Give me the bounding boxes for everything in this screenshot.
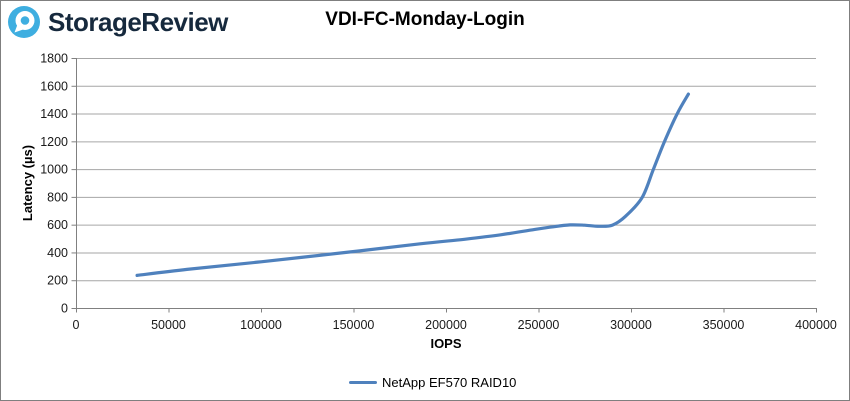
legend-line-swatch xyxy=(349,380,377,385)
legend: NetApp EF570 RAID10 xyxy=(349,375,516,390)
storagereview-logo: StorageReview xyxy=(7,5,228,39)
y-axis-title: Latency (µs) xyxy=(20,144,35,222)
x-tick-label: 300000 xyxy=(610,318,652,332)
y-tick-label: 400 xyxy=(47,246,68,260)
x-axis-title: IOPS xyxy=(430,336,462,351)
x-tick-label: 350000 xyxy=(703,318,745,332)
x-tick-label: 0 xyxy=(73,318,80,332)
x-tick-label: 50000 xyxy=(151,318,186,332)
storagereview-logo-icon xyxy=(8,6,40,38)
y-tick-label: 1200 xyxy=(40,135,68,149)
y-tick-label: 1400 xyxy=(40,107,68,121)
y-tick-label: 1600 xyxy=(40,79,68,93)
y-tick-label: 1800 xyxy=(40,52,68,66)
x-tick-label: 400000 xyxy=(795,318,837,332)
brand-name: StorageReview xyxy=(48,7,228,37)
x-tick-label: 200000 xyxy=(425,318,467,332)
series-line xyxy=(135,92,690,277)
y-tick-label: 200 xyxy=(47,274,68,288)
y-tick-label: 600 xyxy=(47,218,68,232)
legend-series-label: NetApp EF570 RAID10 xyxy=(382,375,517,390)
x-tick-label: 250000 xyxy=(518,318,560,332)
x-tick-label: 100000 xyxy=(240,318,282,332)
y-tick-label: 0 xyxy=(61,302,68,316)
chart-title: VDI-FC-Monday-Login xyxy=(325,9,525,30)
y-tick-label: 1000 xyxy=(40,163,68,177)
x-tick-label: 150000 xyxy=(333,318,375,332)
y-tick-label: 800 xyxy=(47,190,68,204)
